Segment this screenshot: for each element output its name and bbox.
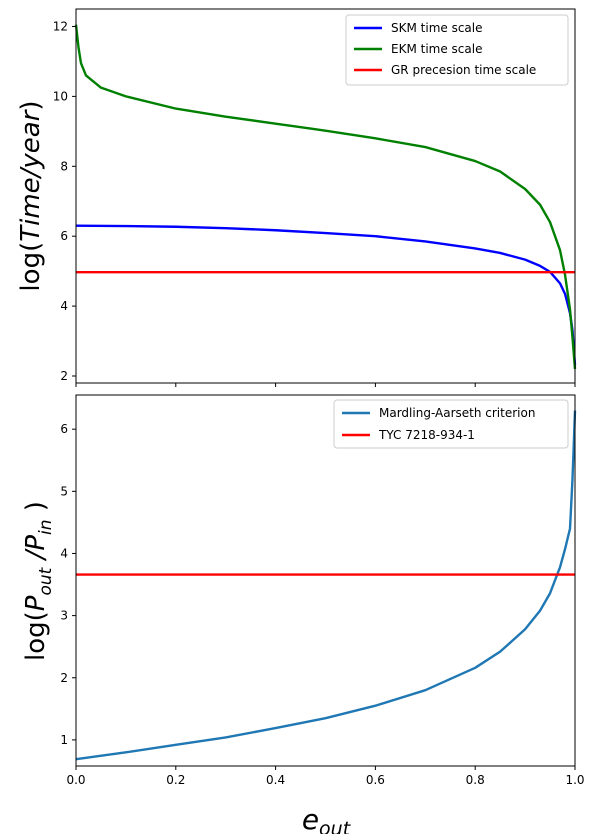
bottom-x-tick-label-3: 0.6 [366,773,385,787]
bottom-plot-frame [75,394,576,767]
bottom-y-tick-label-3: 4 [60,546,68,560]
top-y-tick-label-3: 8 [60,159,68,173]
bottom-x-tick-label-4: 0.8 [466,773,485,787]
top-legend-label-1: EKM time scale [391,42,482,56]
bottom-series-group [75,410,577,761]
top-plot-frame [75,8,576,384]
top-y-tick-label-4: 10 [53,89,68,103]
top-y-tick-label-5: 12 [53,19,68,33]
top-legend-label-2: GR precesion time scale [391,63,536,77]
top-series-group [74,24,577,370]
bottom-y-tick-label-4: 5 [60,484,68,498]
bottom-y-tick-label-0: 1 [60,733,68,747]
bottom-x-tick-label-5: 1.0 [565,773,584,787]
top-legend-box [345,14,569,86]
top-ticks-group: 2 4 6 8 10 12 [53,19,576,387]
bottom-legend-label-0: Mardling-Aarseth criterion [379,406,535,420]
svg-text:log(Pout /Pin ): log(Pout /Pin ) [21,501,56,661]
top-y-tick-label-0: 2 [60,369,68,383]
top-y-tick-label-1: 4 [60,299,68,313]
bottom-legend-box [333,399,569,449]
bottom-y-tick-label-1: 2 [60,671,68,685]
bottom-x-axis-label: eout [302,803,352,834]
top-series-line-0 [75,224,577,366]
bottom-panel: 0.0 0.2 0.4 0.6 0.8 1.0 1 2 3 4 5 6 Mardling-Aarset… [21,394,585,834]
bottom-x-tick-label-1: 0.2 [166,773,185,787]
top-series-line-1 [74,24,577,370]
bottom-legend: Mardling-Aarseth criterion TYC 7218-934-1 [333,399,569,449]
top-legend: SKM time scale EKM time scale GR precesion… [345,14,569,86]
top-legend-label-0: SKM time scale [391,21,483,35]
bottom-x-tick-label-2: 0.4 [266,773,285,787]
bottom-y-axis-label: log(Pout /Pin ) [21,501,56,661]
top-panel: 2 4 6 8 10 12 SKM time scale EKM time scale GR … [16,8,577,387]
bottom-y-tick-label-2: 3 [60,609,68,623]
bottom-y-tick-label-5: 6 [60,422,68,436]
bottom-series-line-0 [75,410,577,761]
bottom-x-tick-label-0: 0.0 [66,773,85,787]
bottom-ticks-group: 0.0 0.2 0.4 0.6 0.8 1.0 1 2 3 4 5 6 [60,422,584,787]
svg-text:eout: eout [302,803,352,834]
bottom-legend-label-1: TYC 7218-934-1 [378,428,475,442]
bottom-plot-area [76,395,575,766]
top-y-tick-label-2: 6 [60,229,68,243]
top-y-axis-label: log(Time/year) [16,100,46,291]
